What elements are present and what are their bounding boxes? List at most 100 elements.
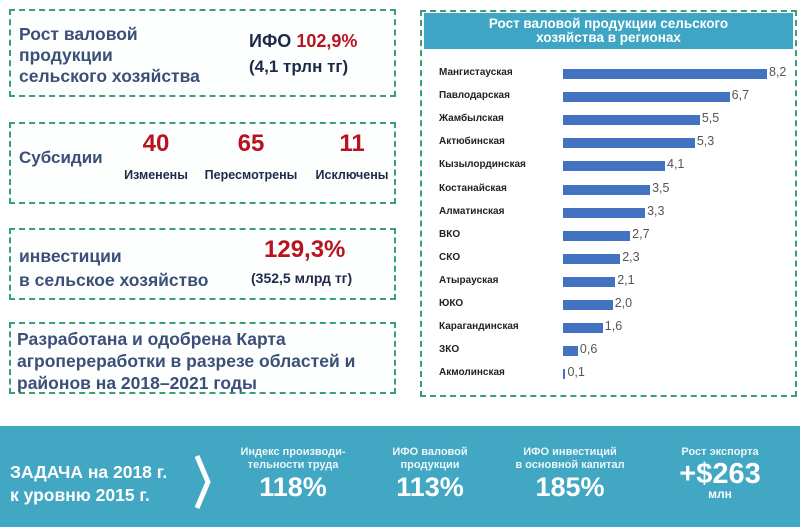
region-label: Алматинская <box>439 205 505 217</box>
subsidy-stat-changed: 40 Изменены <box>111 130 201 182</box>
gross-output-label: Рост валовой продукции сельского хозяйст… <box>19 24 200 87</box>
subsidy-caption: Пересмотрены <box>204 168 298 182</box>
region-label: ЗКО <box>439 344 460 356</box>
kpi-caption: Рост экспорта <box>681 446 759 458</box>
kpi-caption: Индекс производи- <box>240 446 346 458</box>
bar-value-label: 2,1 <box>617 272 635 287</box>
bar-value-label: 3,5 <box>652 180 670 195</box>
bar-value-label: 4,1 <box>667 157 685 172</box>
chevron-right-icon <box>194 455 211 509</box>
kpi-value: 113% <box>396 472 464 502</box>
bar-value-label: 8,2 <box>769 65 787 79</box>
chart-title: Рост валовой продукции сельского хозяйст… <box>424 13 793 49</box>
gross-output-card: Рост валовой продукции сельского хозяйст… <box>9 9 396 97</box>
bar-value-label: 1,6 <box>604 319 623 334</box>
chart-row: Жамбылская 5,5 <box>422 110 797 130</box>
region-label: Мангистауская <box>439 67 513 78</box>
bar <box>563 138 695 149</box>
bar-value-label: 0,6 <box>579 342 598 357</box>
bar-value-label: 2,3 <box>622 249 640 264</box>
investments-amount: (352,5 млрд тг) <box>251 270 353 286</box>
chart-row: ВКО 2,7 <box>422 226 797 246</box>
subsidy-stat-revised: 65 Пересмотрены <box>201 130 301 182</box>
bar <box>563 300 613 310</box>
region-label: Кызылординская <box>439 159 526 171</box>
kpi-caption: тельности труда <box>247 459 339 471</box>
bar <box>563 69 767 79</box>
bar-value-label: 2,0 <box>614 296 633 310</box>
kpi-value: 118% <box>259 472 327 502</box>
regional-growth-chart: Рост валовой продукции сельского хозяйст… <box>420 10 797 397</box>
kpi-value: +$263 <box>679 458 761 490</box>
chart-row: Атырауская 2,1 <box>422 272 797 292</box>
kpi-export-growth: Рост экспорта +$263 млн <box>665 446 775 501</box>
region-label: Жамбылская <box>439 113 504 125</box>
bar-value-label: 5,5 <box>701 111 720 126</box>
agro-map-note-text: Разработана и одобрена Карта агроперераб… <box>17 328 392 394</box>
region-label: ВКО <box>439 228 461 240</box>
ifo-prefix: ИФО <box>249 31 292 51</box>
note-line: Разработана и одобрена Карта <box>17 329 286 349</box>
gross-output-ifo: ИФО 102,9% <box>249 31 357 52</box>
label-line: сельского хозяйства <box>19 66 200 86</box>
kpi-caption: ИФО валовой <box>392 446 468 458</box>
subsidy-number: 65 <box>237 130 265 157</box>
subsidy-number: 40 <box>142 130 170 157</box>
region-label: Акмолинская <box>439 367 505 379</box>
note-line: агропереработки в разрезе областей и <box>17 351 356 371</box>
region-label: Костанайская <box>439 182 507 194</box>
subsidies-card: Субсидии 40 Изменены 65 Пересмотрены 11 … <box>9 122 396 204</box>
bar <box>563 369 566 380</box>
task-line: к уровню 2015 г. <box>10 485 150 505</box>
bar <box>563 184 651 195</box>
kpi-caption: ИФО инвестиций <box>523 446 617 458</box>
bar <box>563 276 616 287</box>
subsidy-number: 11 <box>339 130 365 157</box>
kpi-gross-output-ifo: ИФО валовой продукции 113% <box>375 446 485 502</box>
kpi-unit: млн <box>708 487 732 501</box>
chart-row: Кызылординская 4,1 <box>422 156 797 176</box>
chart-row: Акмолинская 0,1 <box>422 364 797 384</box>
bar <box>563 161 665 172</box>
region-label: ЮКО <box>439 298 464 309</box>
gross-output-amount: (4,1 трлн тг) <box>249 57 349 76</box>
region-label: Атырауская <box>439 274 499 286</box>
region-label: Павлодарская <box>439 90 510 102</box>
kpi-value: 185% <box>535 472 605 502</box>
chart-row: Актюбинская 5,3 <box>422 133 797 153</box>
subsidies-label: Субсидии <box>19 148 103 167</box>
label-line: Рост валовой <box>19 24 138 44</box>
region-label: Актюбинская <box>439 136 505 148</box>
bar-value-label: 3,3 <box>647 203 665 218</box>
label-line: инвестиции <box>19 246 122 266</box>
agro-map-note-card: Разработана и одобрена Карта агроперераб… <box>9 322 396 394</box>
label-line: в сельское хозяйство <box>19 270 209 290</box>
chart-row: Карагандинская 1,6 <box>422 318 797 338</box>
bar <box>563 92 730 103</box>
kpi-caption: продукции <box>400 459 460 471</box>
chart-row: Алматинская 3,3 <box>422 203 797 223</box>
investments-card: инвестиции в сельское хозяйство 129,3% (… <box>9 228 396 300</box>
chart-title-line: Рост валовой продукции сельского <box>488 16 729 31</box>
bar <box>563 207 646 218</box>
region-label: Карагандинская <box>439 321 519 333</box>
chart-row: Мангистауская 8,2 <box>422 64 797 84</box>
investments-label: инвестиции в сельское хозяйство <box>19 244 208 292</box>
label-line: продукции <box>19 45 113 65</box>
chart-row: СКО 2,3 <box>422 249 797 269</box>
subsidy-caption: Изменены <box>124 168 188 182</box>
bar <box>563 115 700 126</box>
region-label: СКО <box>439 251 461 263</box>
bar-value-label: 5,3 <box>696 134 715 149</box>
bar <box>563 346 578 357</box>
kpi-labor-productivity: Индекс производи- тельности труда 118% <box>228 446 358 502</box>
subsidy-stat-excluded: 11 Исключены <box>307 130 397 182</box>
bar <box>563 323 603 334</box>
bar <box>563 230 631 241</box>
ifo-value: 102,9% <box>296 31 358 51</box>
kpi-capital-investment-ifo: ИФО инвестиций в основной капитал 185% <box>505 446 635 502</box>
chart-row: ЗКО 0,6 <box>422 341 797 361</box>
bar-value-label: 6,7 <box>731 88 750 103</box>
bar-value-label: 2,7 <box>632 226 650 241</box>
task-label: ЗАДАЧА на 2018 г. к уровню 2015 г. <box>10 461 167 507</box>
